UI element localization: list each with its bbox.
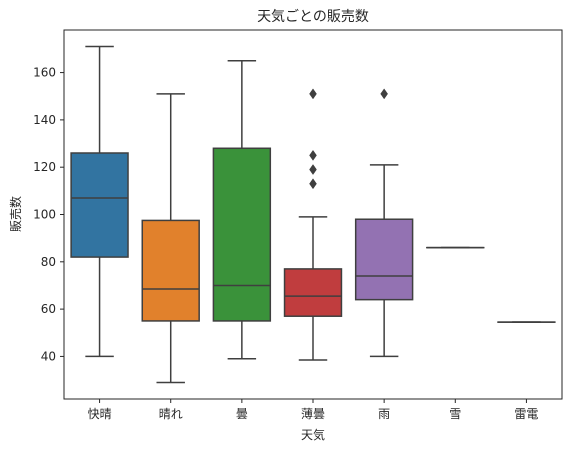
box-group <box>141 93 200 384</box>
y-axis-title: 販売数 <box>8 196 23 232</box>
x-tick-label: 曇 <box>236 407 248 421</box>
x-tick-label: 雷電 <box>514 407 538 421</box>
x-axis-title: 天気 <box>301 427 325 442</box>
box-iqr <box>70 152 129 258</box>
y-tick-label: 40 <box>41 349 56 363</box>
box-iqr <box>283 268 343 317</box>
box-group <box>212 60 272 360</box>
outlier-point <box>380 88 388 100</box>
x-tick-label: 薄曇 <box>301 406 325 421</box>
box-group <box>283 88 343 361</box>
outlier-point <box>309 88 317 100</box>
box-iqr <box>212 147 272 322</box>
y-tick-label: 160 <box>33 66 56 80</box>
plot-area <box>70 45 556 384</box>
box-iqr <box>141 219 200 322</box>
outlier-point <box>309 178 317 190</box>
y-tick-label: 60 <box>41 302 56 316</box>
x-tick-label: 晴れ <box>159 407 183 421</box>
x-axis: 快晴 晴れ 曇 薄曇 雨 雪 雷電 <box>88 399 538 421</box>
outlier-point <box>309 149 317 161</box>
x-tick-label: 快晴 <box>88 407 112 421</box>
x-tick-label: 雨 <box>378 407 390 421</box>
box-iqr <box>354 218 414 301</box>
box-group <box>354 88 414 358</box>
y-tick-label: 120 <box>33 160 56 174</box>
chart-title: 天気ごとの販売数 <box>257 9 369 25</box>
y-tick-label: 80 <box>41 255 56 269</box>
y-tick-label: 100 <box>33 208 56 222</box>
y-tick-label: 140 <box>33 113 56 127</box>
x-tick-label: 雪 <box>449 407 461 421</box>
outlier-point <box>309 164 317 175</box>
y-axis: 40 60 80 100 120 140 160 <box>33 66 64 363</box>
box-group <box>70 45 129 358</box>
